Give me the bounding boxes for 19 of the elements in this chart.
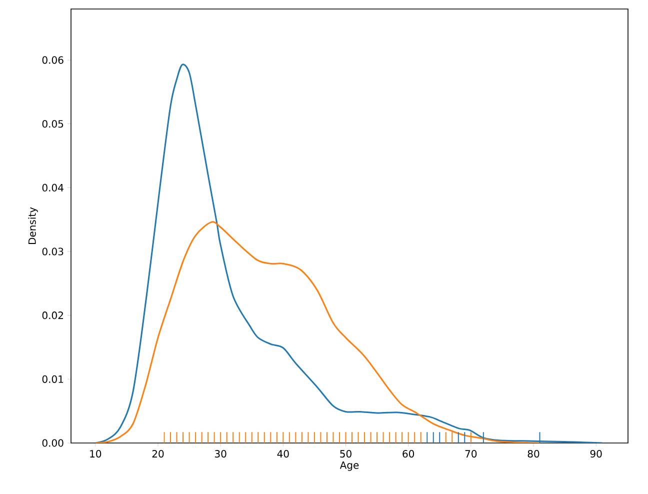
- x-tick-label: 90: [590, 450, 602, 458]
- y-tick-label: 0.05: [42, 120, 64, 128]
- x-tick-label: 70: [465, 450, 477, 458]
- x-tick-label: 60: [402, 450, 414, 458]
- x-tick-label: 30: [214, 450, 226, 458]
- x-tick-label: 50: [340, 450, 352, 458]
- y-tick-label: 0.04: [42, 184, 64, 192]
- x-axis-title: Age: [340, 461, 359, 471]
- y-axis-title: Density: [28, 207, 38, 244]
- y-tick-label: 0.02: [42, 312, 63, 320]
- x-tick-label: 20: [152, 450, 164, 458]
- x-tick-label: 80: [528, 450, 540, 458]
- line-series: [94, 221, 541, 443]
- y-tick-label: 0.06: [42, 56, 64, 64]
- y-tick-label: 0.03: [42, 248, 64, 256]
- x-tick-label: 40: [277, 450, 289, 458]
- y-tick-label: 0.00: [42, 439, 64, 447]
- x-tick-label: 10: [90, 450, 102, 458]
- y-tick-label: 0.01: [42, 375, 64, 383]
